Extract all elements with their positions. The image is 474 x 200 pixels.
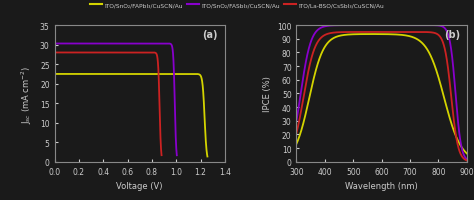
X-axis label: Voltage (V): Voltage (V): [117, 181, 163, 190]
X-axis label: Wavelength (nm): Wavelength (nm): [346, 181, 418, 190]
Text: (b): (b): [444, 30, 460, 40]
Text: (a): (a): [202, 30, 218, 40]
Y-axis label: IPCE (%): IPCE (%): [263, 76, 272, 112]
Legend: ITO/SnO₂/FAPbI₃/CuSCN/Au, ITO/SnO₂/FASbI₃/CuSCN/Au, ITO/La-BSO/CsSbI₃/CuSCN/Au: ITO/SnO₂/FAPbI₃/CuSCN/Au, ITO/SnO₂/FASbI…: [88, 1, 386, 11]
Y-axis label: J$_{sc}$ (mA cm$^{-2}$): J$_{sc}$ (mA cm$^{-2}$): [20, 65, 34, 123]
